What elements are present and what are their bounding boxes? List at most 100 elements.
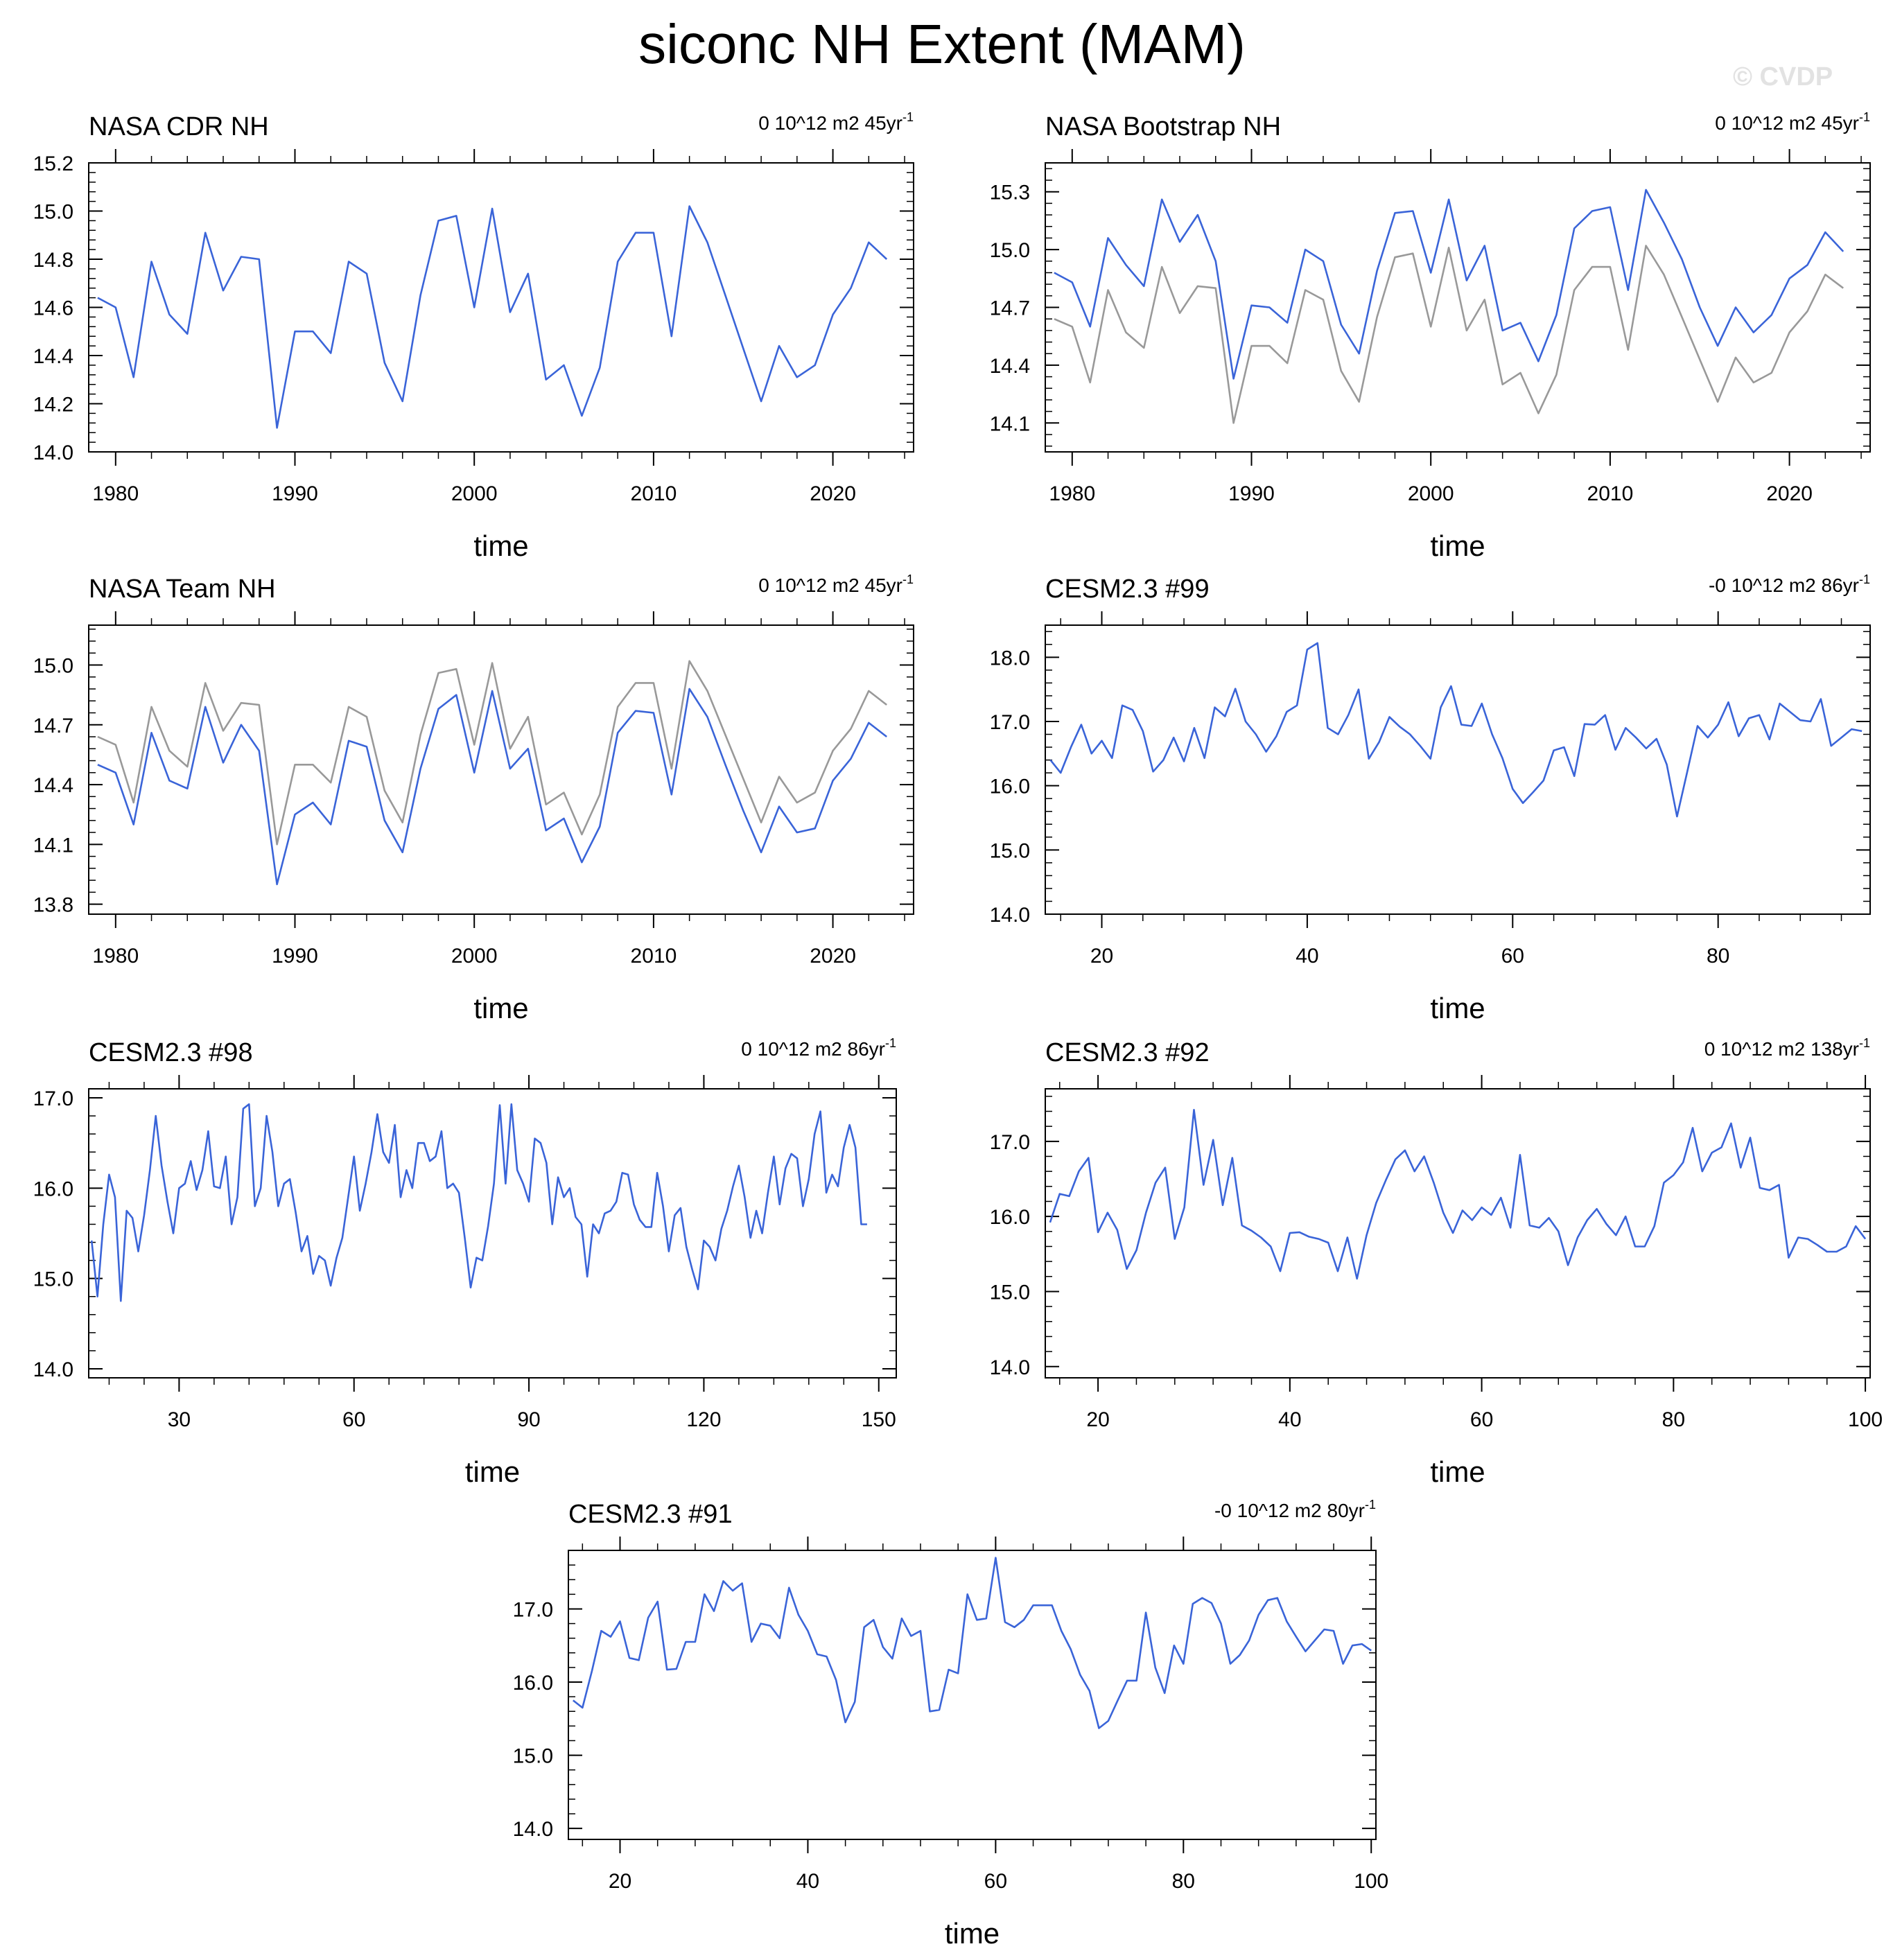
y-tick-label: 14.4 <box>33 345 73 368</box>
y-tick-label: 14.0 <box>33 441 73 464</box>
x-tick-label: 1990 <box>272 945 318 968</box>
trend-value: -0 10^12 m2 80yr <box>1214 1500 1365 1521</box>
x-axis-label: time <box>473 992 528 1024</box>
y-tick-label: 16.0 <box>513 1672 553 1695</box>
x-axis-label: time <box>1430 992 1485 1024</box>
chart-panel: CESM2.3 #98 0 10^12 m2 86yr-1 time 14.0 15.0… <box>33 1036 897 1488</box>
x-tick-label: 60 <box>342 1408 365 1431</box>
x-tick-label: 1980 <box>1049 482 1095 505</box>
chart-panel: CESM2.3 #91 -0 10^12 m2 80yr-1 time 14.0 15.… <box>513 1498 1389 1950</box>
y-tick-label: 18.0 <box>990 647 1030 670</box>
plot-frame <box>1045 624 1871 915</box>
trend-exponent: -1 <box>1859 572 1870 586</box>
x-tick-label: 2020 <box>810 482 856 505</box>
x-tick-label: 1990 <box>272 482 318 505</box>
y-tick-label: 15.2 <box>33 152 73 175</box>
y-tick-label: 17.0 <box>33 1087 73 1110</box>
x-tick-label: 60 <box>1470 1408 1493 1431</box>
y-tick-label: 17.0 <box>513 1598 553 1621</box>
panel-title: NASA CDR NH <box>89 112 269 141</box>
x-tick-label: 20 <box>1086 1408 1109 1431</box>
y-tick-label: 17.0 <box>990 1131 1030 1154</box>
y-tick-label: 14.0 <box>990 1356 1030 1379</box>
trend-exponent: -1 <box>1365 1498 1376 1512</box>
y-tick-label: 14.2 <box>33 394 73 417</box>
panel-title: NASA Bootstrap NH <box>1045 112 1281 141</box>
x-tick-label: 1980 <box>92 945 139 968</box>
y-tick-label: 16.0 <box>990 776 1030 798</box>
panel-title: CESM2.3 #91 <box>568 1500 733 1529</box>
plot-frame <box>88 624 914 915</box>
trend-value: 0 10^12 m2 45yr <box>758 575 902 596</box>
trend-label: 0 10^12 m2 45yr-1 <box>1715 110 1870 134</box>
chart-panel: CESM2.3 #92 0 10^12 m2 138yr-1 time 14.0 15.… <box>990 1036 1883 1488</box>
x-tick-label: 1990 <box>1228 482 1275 505</box>
y-tick-label: 14.4 <box>990 355 1030 378</box>
x-tick-label: 80 <box>1707 945 1729 968</box>
x-tick-label: 2000 <box>1408 482 1454 505</box>
trend-exponent: -1 <box>902 110 914 124</box>
chart-panel: CESM2.3 #99 -0 10^12 m2 86yr-1 time 14.0 15.… <box>990 572 1871 1024</box>
x-tick-label: 150 <box>862 1408 896 1431</box>
y-tick-label: 15.0 <box>990 839 1030 862</box>
x-tick-label: 2020 <box>810 945 856 968</box>
y-tick-label: 14.7 <box>990 297 1030 320</box>
y-tick-label: 17.0 <box>990 711 1030 734</box>
y-tick-label: 14.0 <box>513 1818 553 1841</box>
x-tick-label: 40 <box>1296 945 1318 968</box>
x-tick-label: 40 <box>1278 1408 1301 1431</box>
x-tick-label: 120 <box>686 1408 721 1431</box>
x-tick-label: 30 <box>168 1408 191 1431</box>
trend-value: 0 10^12 m2 45yr <box>1715 112 1859 134</box>
x-tick-label: 60 <box>984 1870 1007 1893</box>
x-tick-label: 2000 <box>451 482 498 505</box>
trend-value: 0 10^12 m2 45yr <box>758 112 902 134</box>
x-axis-label: time <box>1430 530 1485 562</box>
y-tick-label: 15.0 <box>513 1745 553 1768</box>
y-tick-label: 14.0 <box>33 1358 73 1381</box>
trend-label: 0 10^12 m2 138yr-1 <box>1704 1036 1870 1060</box>
trend-label: -0 10^12 m2 80yr-1 <box>1214 1498 1376 1521</box>
x-tick-label: 90 <box>517 1408 540 1431</box>
x-axis-label: time <box>1430 1455 1485 1488</box>
panel-title: CESM2.3 #92 <box>1045 1038 1210 1067</box>
plot-frame <box>1045 162 1871 453</box>
observed-series-line <box>1054 245 1844 424</box>
x-tick-label: 20 <box>609 1870 631 1893</box>
x-tick-label: 60 <box>1501 945 1524 968</box>
panel-title: CESM2.3 #98 <box>89 1038 253 1067</box>
x-tick-label: 2000 <box>451 945 498 968</box>
trend-exponent: -1 <box>902 572 914 586</box>
trend-label: -0 10^12 m2 86yr-1 <box>1709 572 1870 596</box>
trend-value: 0 10^12 m2 138yr <box>1704 1038 1859 1060</box>
series-line <box>1054 189 1844 380</box>
trend-label: 0 10^12 m2 45yr-1 <box>758 572 914 596</box>
x-tick-label: 100 <box>1848 1408 1883 1431</box>
x-tick-label: 1980 <box>92 482 139 505</box>
y-tick-label: 14.1 <box>990 412 1030 435</box>
x-tick-label: 2010 <box>631 945 677 968</box>
x-axis-label: time <box>473 530 528 562</box>
y-tick-label: 14.8 <box>33 249 73 272</box>
series-line <box>97 688 887 886</box>
observed-series-line <box>97 660 887 846</box>
plot-frame <box>1045 1088 1871 1379</box>
cvdp-watermark: © CVDP <box>1733 62 1833 91</box>
x-tick-label: 40 <box>796 1870 819 1893</box>
x-tick-label: 20 <box>1090 945 1113 968</box>
y-tick-label: 15.0 <box>33 655 73 678</box>
y-tick-label: 14.1 <box>33 834 73 857</box>
chart-panel: NASA Bootstrap NH 0 10^12 m2 45yr-1 time 14… <box>990 110 1871 562</box>
y-tick-label: 14.0 <box>990 904 1030 927</box>
panel-title: NASA Team NH <box>89 575 276 604</box>
y-tick-label: 15.0 <box>990 1281 1030 1304</box>
series-line <box>1049 642 1863 818</box>
y-tick-label: 16.0 <box>990 1206 1030 1229</box>
x-tick-label: 2020 <box>1766 482 1813 505</box>
trend-value: -0 10^12 m2 86yr <box>1709 575 1859 596</box>
y-tick-label: 15.0 <box>33 201 73 224</box>
y-tick-label: 13.8 <box>33 894 73 917</box>
x-axis-label: time <box>465 1455 520 1488</box>
series-line <box>572 1557 1372 1729</box>
